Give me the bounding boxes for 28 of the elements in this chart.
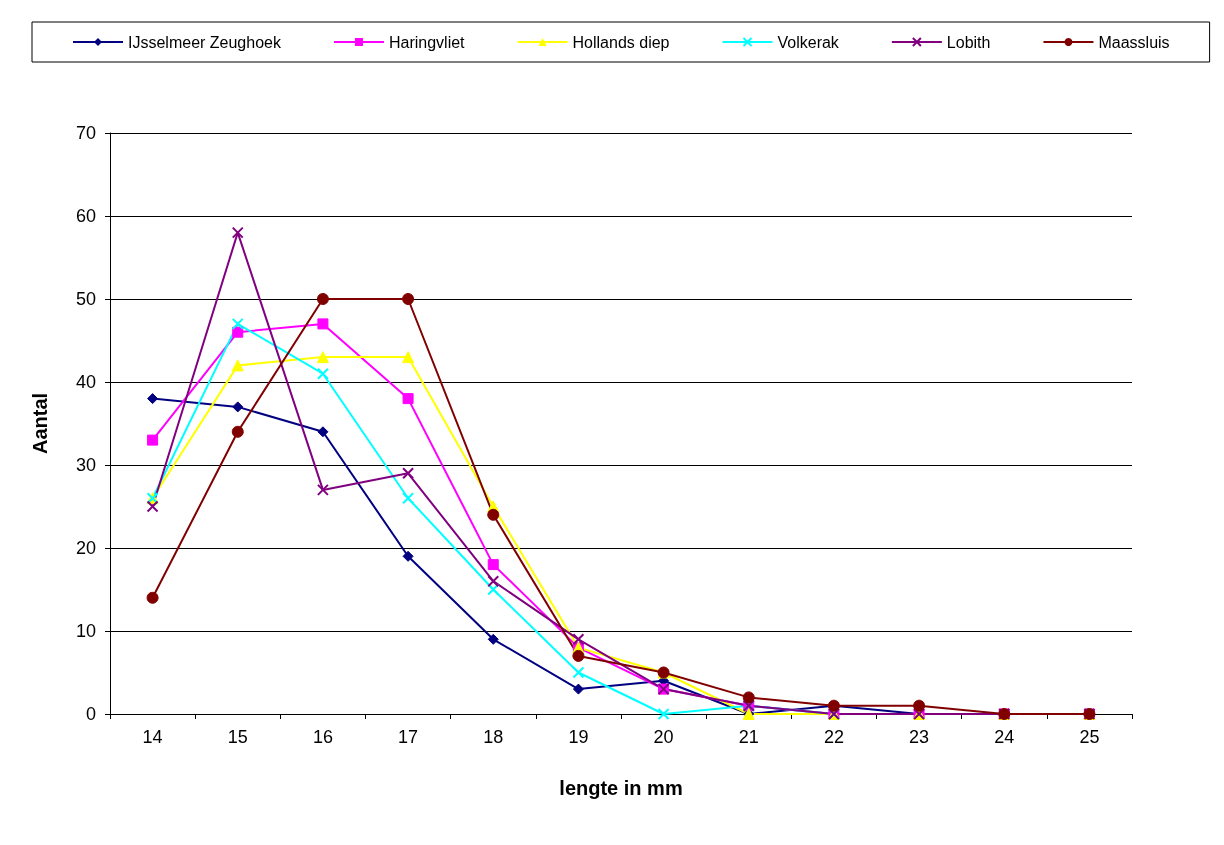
y-tick-label: 0 xyxy=(85,704,96,724)
y-tick-label: 70 xyxy=(75,123,96,143)
x-tick-label: 17 xyxy=(398,727,419,747)
y-tick-label: 60 xyxy=(75,206,96,226)
y-tick-label: 20 xyxy=(75,538,96,558)
legend-label: Hollands diep xyxy=(572,33,670,51)
y-tick-label: 40 xyxy=(75,372,96,392)
legend-label: Volkerak xyxy=(777,33,840,51)
x-tick-label: 16 xyxy=(312,727,333,747)
y-tick-label: 30 xyxy=(75,455,96,475)
legend-label: Lobith xyxy=(946,33,991,51)
legend-label: IJsselmeer Zeughoek xyxy=(128,33,282,51)
x-tick-label: 21 xyxy=(738,727,759,747)
legend-label: Haringvliet xyxy=(388,33,466,51)
x-tick-label: 15 xyxy=(227,727,248,747)
y-axis-title: Aantal xyxy=(29,392,51,455)
x-tick-label: 18 xyxy=(483,727,504,747)
legend-label: Maassluis xyxy=(1098,33,1170,51)
x-tick-label: 22 xyxy=(823,727,844,747)
x-tick-label: 19 xyxy=(568,727,589,747)
x-tick-label: 23 xyxy=(909,727,930,747)
x-axis-title: lengte in mm xyxy=(559,777,683,799)
x-tick-label: 24 xyxy=(994,727,1015,747)
x-tick-label: 25 xyxy=(1079,727,1100,747)
y-tick-label: 10 xyxy=(75,621,96,641)
x-tick-label: 20 xyxy=(653,727,674,747)
y-tick-label: 50 xyxy=(75,289,96,309)
x-tick-label: 14 xyxy=(142,727,163,747)
